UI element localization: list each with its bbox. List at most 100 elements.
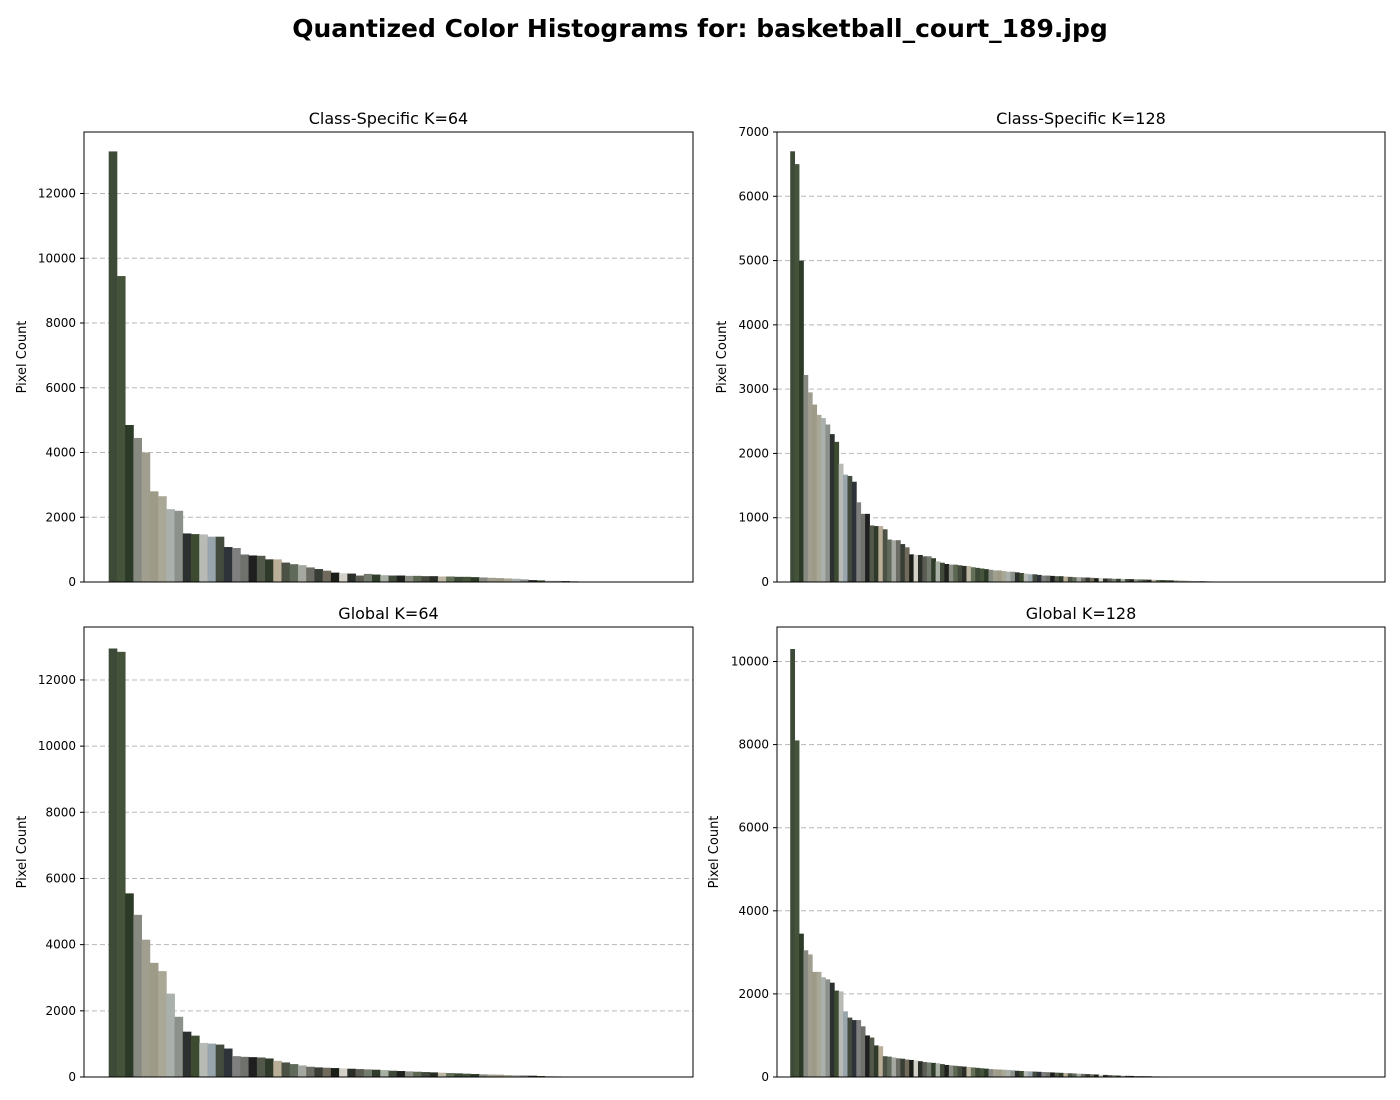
histogram-bar (794, 164, 800, 582)
histogram-bar (248, 555, 258, 582)
histogram-bar (462, 576, 472, 582)
histogram-bar (454, 1073, 463, 1077)
y-tick-label: 8000 (45, 805, 76, 819)
histogram-bar (388, 1070, 398, 1077)
histogram-bar (1023, 573, 1029, 582)
y-tick-label: 6000 (738, 821, 769, 835)
histogram-bar (944, 564, 950, 582)
histogram-bar (1177, 580, 1183, 582)
histogram-bar (396, 1071, 406, 1077)
histogram-bar (1014, 572, 1020, 582)
histogram-bar (816, 971, 822, 1077)
histogram-bar (363, 573, 373, 582)
y-tick-label: 4000 (738, 318, 769, 332)
y-tick-label: 6000 (738, 189, 769, 203)
y-tick-label: 0 (761, 575, 769, 589)
histogram-bar (372, 574, 381, 582)
histogram-bar (528, 1075, 538, 1077)
histogram-bar (913, 555, 919, 582)
histogram-bar (856, 502, 862, 582)
histogram-bar (992, 570, 998, 582)
histogram-bar (962, 1066, 967, 1077)
histogram-bar (199, 1042, 208, 1077)
histogram-bar (843, 1011, 848, 1077)
histogram-bar (1041, 575, 1047, 582)
histogram-bar (1125, 579, 1130, 582)
histogram-bar (553, 580, 562, 582)
histogram-bar (847, 1017, 853, 1077)
histogram-bar (1160, 580, 1166, 582)
histogram-bar (1072, 577, 1077, 582)
histogram-bar (860, 1026, 866, 1077)
histogram-bar (812, 971, 818, 1077)
histogram-bar (1006, 1069, 1011, 1077)
histogram-bar (520, 579, 529, 582)
histogram-bar (248, 1057, 258, 1077)
histogram-bar (232, 548, 241, 582)
histogram-bar (962, 565, 967, 582)
histogram-bar (984, 1068, 989, 1077)
histogram-bar (1191, 580, 1196, 582)
histogram-bar (1050, 575, 1055, 582)
y-axis-label: Pixel Count (15, 816, 30, 889)
histogram-bar (895, 540, 901, 582)
chart-title: Class-Specific K=64 (309, 109, 468, 128)
y-tick-label: 10000 (38, 739, 76, 753)
histogram-bar (223, 547, 233, 582)
histogram-bar (979, 1068, 985, 1077)
histogram-bar (1151, 579, 1157, 582)
histogram-bar (413, 575, 422, 582)
histogram-bar (289, 1064, 299, 1077)
histogram-bar (108, 151, 118, 583)
y-tick-label: 4000 (45, 446, 76, 460)
histogram-bar (913, 1060, 919, 1077)
histogram-bar (979, 568, 985, 582)
histogram-bar (116, 651, 126, 1077)
histogram-bar (816, 414, 822, 582)
histogram-bar (429, 576, 439, 582)
y-tick-label: 8000 (45, 316, 76, 330)
histogram-bar (790, 649, 796, 1077)
histogram-bar (931, 1062, 937, 1077)
histogram-bar (1067, 576, 1073, 582)
histogram-bar (166, 993, 175, 1077)
y-tick-label: 2000 (45, 1004, 76, 1018)
plot-frame (83, 626, 694, 1078)
histogram-bar (141, 452, 151, 582)
histogram-bar (1107, 1075, 1113, 1077)
histogram-bar (347, 1068, 356, 1077)
histogram-bar (807, 392, 813, 582)
histogram-bar (108, 648, 118, 1077)
y-axis-label: Pixel Count (707, 816, 722, 889)
histogram-bar (794, 740, 800, 1077)
histogram-bar (487, 577, 496, 582)
histogram-bar (931, 558, 937, 582)
histogram-bar (948, 1065, 954, 1077)
histogram-bar (1111, 1075, 1117, 1077)
histogram-bar (1036, 574, 1042, 582)
histogram-bar (799, 933, 804, 1077)
histogram-bar (149, 491, 159, 582)
y-tick-label: 5000 (738, 254, 769, 268)
histogram-bar (1058, 576, 1064, 582)
histogram-bar (1120, 1075, 1126, 1077)
y-tick-label: 2000 (738, 987, 769, 1001)
histogram-bar (1129, 1075, 1135, 1077)
histogram-bar (1129, 579, 1135, 582)
histogram-bar (909, 554, 914, 582)
histogram-bar (1045, 575, 1051, 582)
histogram-bar (851, 1020, 857, 1077)
histogram-bar (1032, 574, 1038, 582)
histogram-bar (812, 404, 818, 582)
histogram-bar (314, 569, 324, 582)
histogram-bar (372, 1069, 381, 1077)
histogram-bar (1054, 576, 1060, 582)
histogram-bar (190, 1035, 200, 1077)
histogram-bar (404, 1071, 414, 1078)
chart-class-specific-k128: 0 1000 2000 3000 4000 5000 6000 7000 Class-Speci… (715, 109, 1386, 589)
histogram-bar (339, 1068, 348, 1077)
y-tick-label: 8000 (738, 738, 769, 752)
histogram-bar (511, 1075, 521, 1077)
histogram-bar (256, 1057, 266, 1077)
histogram-bar (847, 475, 853, 582)
